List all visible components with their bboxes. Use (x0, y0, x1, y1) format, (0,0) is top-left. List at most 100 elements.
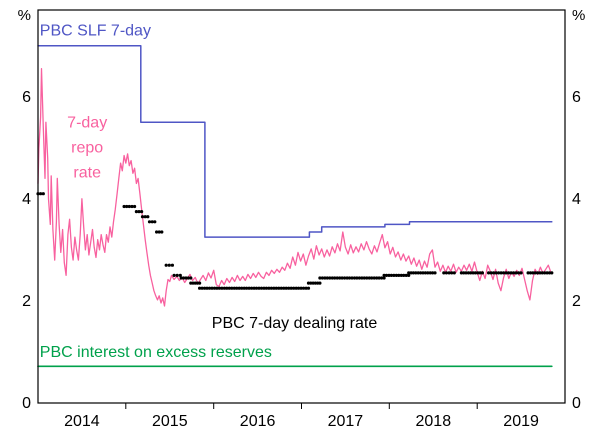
dealing-rate-dot (269, 286, 273, 290)
dealing-rate-dot (191, 281, 195, 285)
dealing-rate-dot (210, 286, 214, 290)
dealing-rate-dot (220, 286, 224, 290)
dealing-rate-dot (279, 286, 283, 290)
dealing-rate-dot (399, 273, 403, 277)
dealing-rate-dot (519, 271, 523, 275)
dealing-rate-dot (459, 271, 463, 275)
dealing-rate-dot (164, 263, 168, 267)
x-tick-label-2019: 2019 (503, 413, 539, 430)
dealing-rate-dot (421, 271, 425, 275)
dealing-rate-dot (252, 286, 256, 290)
dealing-rate-dot (237, 286, 241, 290)
y-unit-left: % (18, 7, 31, 24)
dealing-rate-dot (340, 276, 344, 280)
dealing-rate-dot (466, 271, 470, 275)
dealing-rate-dot (262, 286, 266, 290)
dealing-rate-dot (170, 263, 174, 267)
dealing-rate-dot (297, 286, 301, 290)
dealing-rate-dot (289, 286, 293, 290)
dealing-rate-dot (514, 271, 518, 275)
dealing-rate-dot (153, 220, 157, 224)
dealing-rate-dot (333, 276, 337, 280)
dealing-rate-dot (550, 271, 554, 275)
annotation-pbc-slf-7-day: PBC SLF 7-day (40, 23, 151, 40)
dealing-rate-dot (182, 276, 186, 280)
dealing-rate-dot (343, 276, 347, 280)
dealing-rate-dot (172, 273, 176, 277)
dealing-rate-dot (230, 286, 234, 290)
dealing-rate-dot (318, 276, 322, 280)
series-layer (36, 44, 554, 368)
dealing-rate-dot (215, 286, 219, 290)
dealing-rate-dot (299, 286, 303, 290)
x-tick-label-2017: 2017 (328, 413, 364, 430)
dealing-rate-dot (357, 276, 361, 280)
dealing-rate-dot (178, 273, 182, 277)
dealing-rate-dot (347, 276, 352, 280)
dealing-rate-dot (402, 273, 406, 277)
series-7-day-repo-rate (37, 68, 552, 307)
dealing-rate-dot (372, 276, 376, 280)
dealing-rate-dot (320, 276, 324, 280)
dealing-rate-dot (473, 271, 477, 275)
dealing-rate-dot (389, 273, 393, 277)
dealing-rate-dot (245, 286, 249, 290)
dealing-rate-dot (267, 286, 271, 290)
dealing-rate-dot (207, 286, 212, 290)
dealing-rate-dot (365, 276, 369, 280)
dealing-rate-dot (306, 286, 311, 290)
x-tick-label-2016: 2016 (240, 413, 276, 430)
dealing-rate-dot (292, 286, 296, 290)
dealing-rate-dot (203, 286, 207, 290)
y-tick-right-4: 4 (572, 191, 581, 208)
dealing-rate-dot (367, 276, 371, 280)
dealing-rate-dot (316, 281, 320, 285)
dealing-rate-dot (489, 271, 493, 275)
dealing-rate-dot (309, 281, 313, 285)
y-tick-left-0: 0 (22, 395, 31, 412)
dealing-rate-dot (543, 271, 547, 275)
dealing-rate-dot (179, 276, 183, 280)
x-tick-label-2018: 2018 (416, 413, 452, 430)
dealing-rate-dot (284, 286, 288, 290)
dealing-rate-dot (345, 276, 349, 280)
dealing-rate-dot (464, 271, 468, 275)
dealing-rate-dot (41, 192, 45, 196)
dealing-rate-dot (294, 286, 298, 290)
dealing-rate-dot (411, 271, 415, 275)
dealing-rate-dot (404, 273, 408, 277)
dealing-rate-dot (444, 271, 448, 275)
dealing-rate-dot (198, 281, 202, 285)
dealing-rate-dot (225, 286, 229, 290)
dealing-rate-dot (426, 271, 430, 275)
y-tick-right-6: 6 (572, 89, 581, 106)
dealing-rate-dot (272, 286, 276, 290)
dealing-rate-dot (450, 271, 454, 275)
dealing-rate-dot (186, 276, 190, 280)
dealing-rate-dot (476, 271, 480, 275)
dealing-rate-dot (306, 281, 311, 285)
dealing-rate-dot (380, 276, 384, 280)
dealing-rate-dot (469, 271, 473, 275)
dealing-rate-dot (384, 273, 389, 277)
dealing-rate-dot (433, 271, 437, 275)
dealing-rate-dot (478, 271, 482, 275)
dealing-rate-dot (198, 286, 202, 290)
dealing-rate-dot (147, 220, 152, 224)
dealing-rate-dot (160, 230, 164, 234)
dealing-rate-dot (494, 271, 498, 275)
dealing-rate-dot (409, 271, 413, 275)
dealing-rate-dot (536, 271, 540, 275)
dealing-rate-dot (140, 215, 145, 219)
dealing-rate-dot (259, 286, 264, 290)
dealing-rate-dot (452, 271, 456, 275)
dealing-rate-dot (545, 271, 549, 275)
dealing-rate-dot (227, 286, 231, 290)
dealing-rate-dot (350, 276, 354, 280)
dealing-rate-dot (531, 271, 535, 275)
dealing-rate-dot (504, 271, 508, 275)
dealing-rate-dot (447, 271, 451, 275)
dealing-rate-dot (375, 276, 379, 280)
dealing-rate-dot (150, 220, 154, 224)
dealing-rate-dot (137, 210, 141, 214)
